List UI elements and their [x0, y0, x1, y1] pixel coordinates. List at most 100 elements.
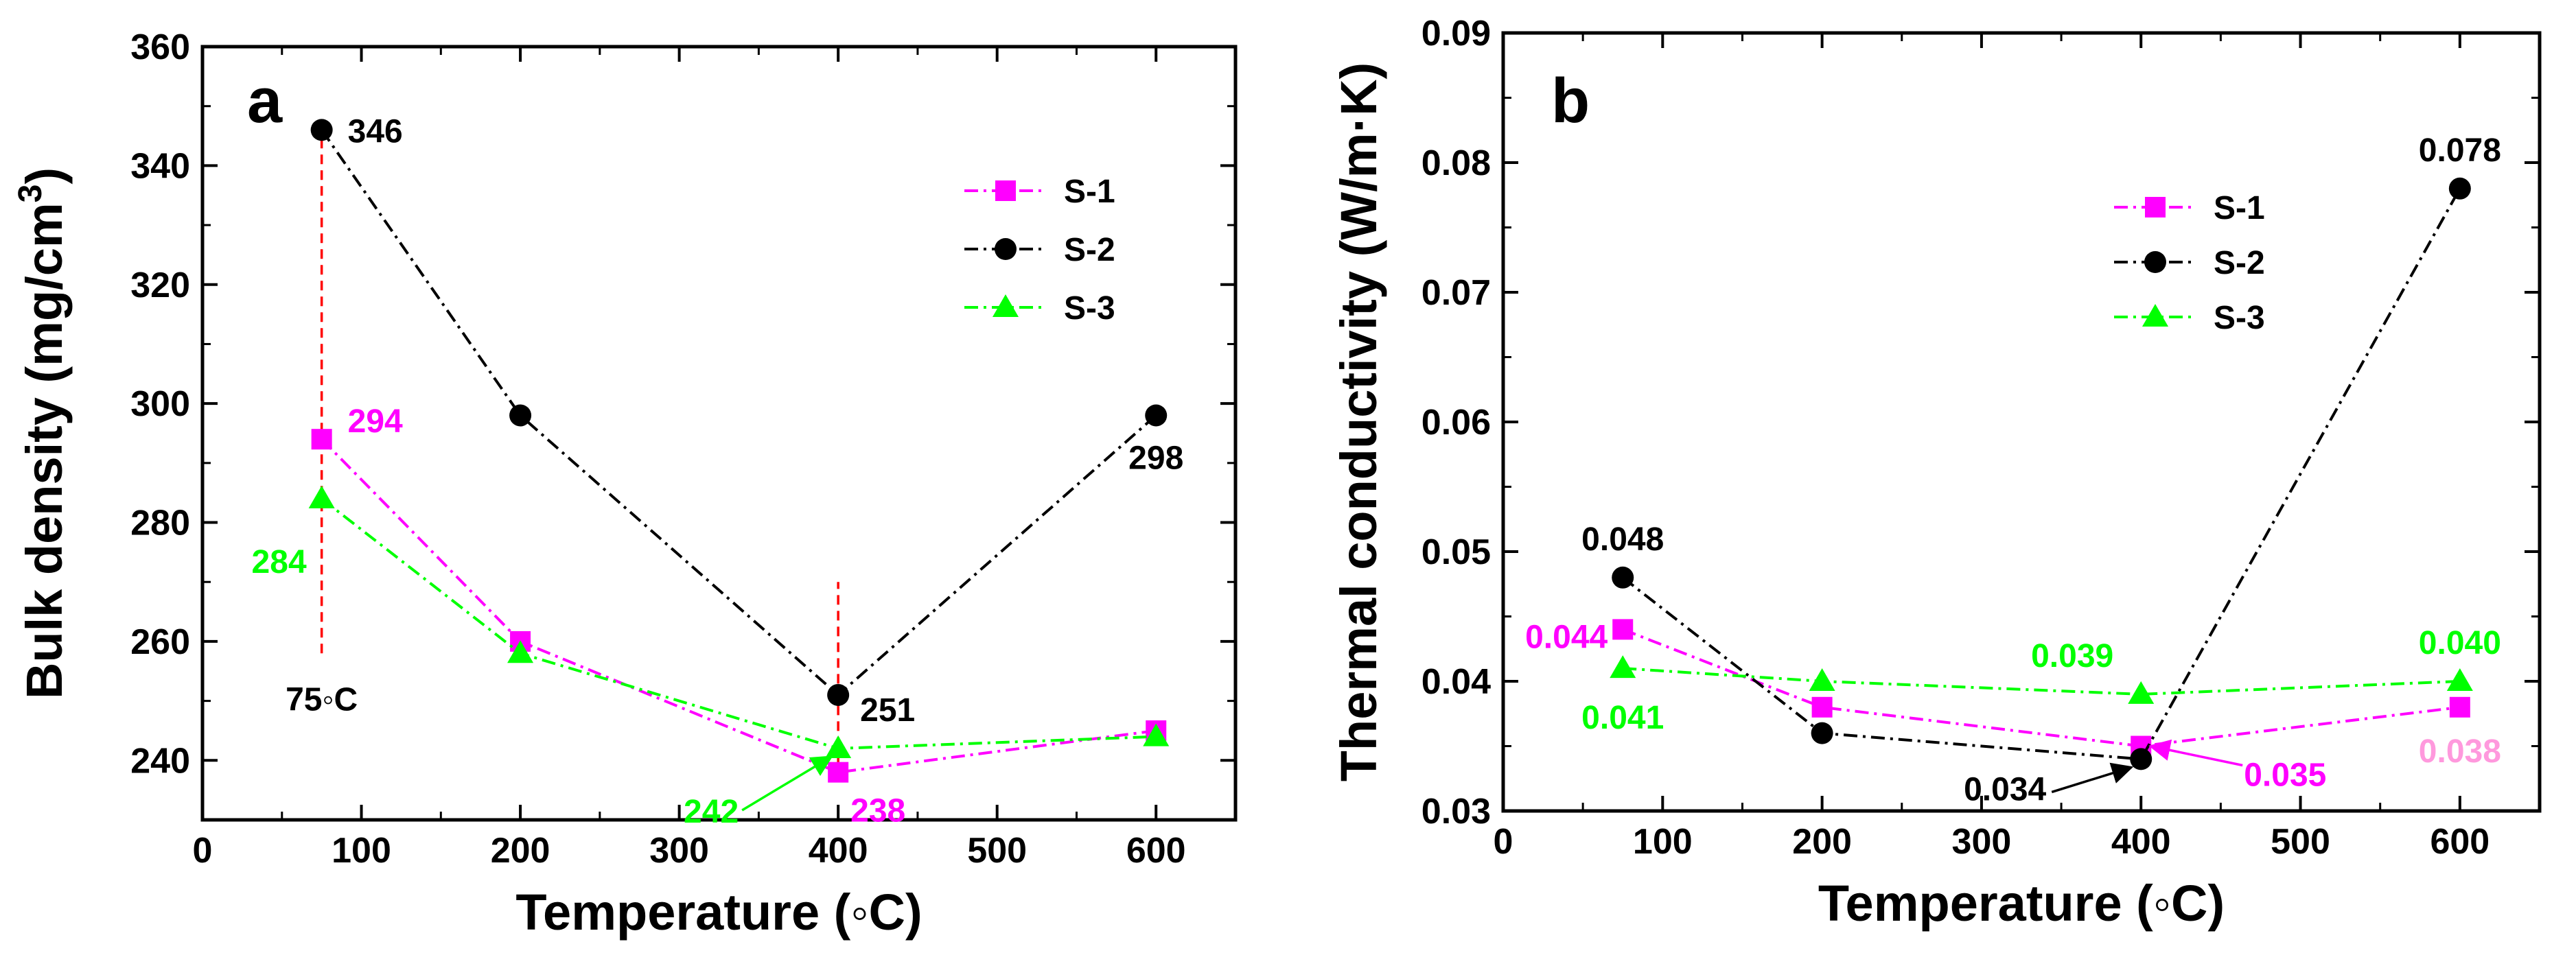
y-tick-label: 0.09 [1422, 14, 1491, 54]
legend-marker [993, 294, 1019, 317]
y-tick-label: 240 [130, 741, 190, 781]
data-label: 0.041 [1581, 700, 1664, 736]
x-tick-label: 400 [2111, 822, 2171, 862]
y-tick-label: 0.03 [1422, 792, 1491, 832]
x-tick-label: 100 [332, 831, 391, 871]
series-line-S-1 [321, 438, 1157, 774]
data-point-S-2 [2448, 177, 2471, 200]
y-tick-label: 0.07 [1422, 273, 1491, 313]
annotation-arrow [741, 755, 833, 812]
data-point-S-3 [308, 485, 335, 508]
x-axis-title: Temperature (◦C) [515, 884, 922, 941]
x-tick-label: 600 [1126, 831, 1186, 871]
x-tick-label: 200 [1792, 822, 1852, 862]
series-line-S-1 [1622, 628, 2461, 748]
legend-label: S-2 [1064, 232, 1115, 268]
data-label: 298 [1128, 440, 1183, 476]
y-tick-label: 320 [130, 266, 190, 305]
data-point-S-1 [311, 429, 332, 450]
legend-label: S-1 [1064, 174, 1115, 210]
x-tick-label: 600 [2430, 822, 2490, 862]
legend-marker [2142, 304, 2168, 327]
legend-marker [2145, 197, 2166, 217]
data-label: 238 [850, 793, 905, 829]
series-line-S-3 [1623, 667, 2460, 696]
panel-a-chart: 0 100 200 300 400 500 600 240 260 280 300 320 340 360… [12, 27, 1238, 941]
data-point-S-2 [310, 119, 333, 141]
data-label: 251 [860, 692, 915, 729]
data-point-S-3 [1610, 655, 1636, 679]
y-tick-label: 340 [130, 146, 190, 186]
legend-marker [995, 238, 1017, 260]
panel-b-chart: 0 100 200 300 400 500 600 0.03 0.04 0.05 0.06 0.07 0… [1330, 14, 2542, 932]
data-point-S-2 [1612, 566, 1634, 589]
legend-marker [995, 180, 1016, 201]
y-axis-title: Bulk density (mg/cm3) [12, 167, 73, 699]
x-tick-label: 400 [809, 831, 868, 871]
series-line-S-2 [321, 129, 1157, 697]
y-tick-label: 0.06 [1422, 403, 1491, 443]
plot-frame [1501, 31, 2542, 813]
data-label: 294 [348, 403, 403, 440]
data-label: 0.044 [1525, 619, 1608, 655]
data-point-S-3 [2446, 668, 2473, 691]
data-label: 0.040 [2419, 625, 2501, 661]
annotation-arrow [2051, 762, 2134, 794]
y-axis-title-end: ) [16, 167, 73, 185]
x-tick-label: 300 [1952, 822, 2012, 862]
data-point-S-2 [827, 683, 850, 706]
y-tick-label: 0.08 [1422, 143, 1491, 183]
data-point-S-3 [2128, 681, 2155, 704]
data-label: 0.078 [2419, 132, 2501, 169]
x-tick-label: 300 [649, 831, 709, 871]
y-tick-label: 280 [130, 504, 190, 543]
x-tick-label: 200 [491, 831, 550, 871]
data-label: 0.038 [2419, 733, 2501, 770]
data-point-S-2 [1811, 722, 1833, 744]
data-label: 284 [252, 544, 307, 580]
y-tick-label: 360 [130, 27, 190, 67]
legend-label: S-3 [1064, 290, 1115, 327]
data-point-S-2 [2130, 748, 2153, 770]
legend-label: S-3 [2214, 300, 2265, 336]
data-point-S-3 [825, 735, 852, 758]
series-line-S-3 [321, 497, 1157, 750]
annotation-arrow [2148, 739, 2243, 767]
plot-frame [200, 45, 1238, 822]
series-line-S-2 [1621, 187, 2461, 761]
y-tick-label: 0.05 [1422, 532, 1491, 572]
x-tick-label: 100 [1633, 822, 1693, 862]
y-axis-title-sup: 3 [12, 185, 49, 203]
data-label: 346 [348, 113, 403, 150]
data-label: 75◦C [286, 681, 358, 718]
legend-label: S-2 [2214, 245, 2265, 281]
data-point-S-2 [509, 404, 532, 427]
y-axis-title-main: Bulk density (mg/cm [16, 202, 73, 699]
data-point-S-3 [1143, 723, 1170, 746]
y-tick-label: 300 [130, 384, 190, 424]
data-point-S-1 [2449, 696, 2470, 718]
legend-marker [2144, 251, 2166, 273]
panel-letter: a [247, 66, 283, 136]
legend-label: S-1 [2214, 190, 2265, 226]
data-point-S-1 [1811, 696, 1833, 718]
y-tick-label: 0.04 [1422, 662, 1491, 702]
data-point-S-1 [1612, 619, 1634, 640]
x-tick-label: 0 [193, 831, 213, 871]
y-axis-title: Thermal conductivity (W/m·K) [1330, 62, 1387, 781]
data-label: 0.034 [1964, 771, 2046, 808]
data-label: 0.048 [1581, 521, 1664, 558]
data-label: 0.035 [2244, 757, 2326, 794]
x-tick-label: 0 [1494, 822, 1513, 862]
y-tick-label: 260 [130, 622, 190, 662]
data-point-S-2 [1145, 404, 1168, 427]
data-point-S-3 [1809, 668, 1835, 691]
panel-letter: b [1551, 66, 1590, 136]
x-tick-label: 500 [967, 831, 1027, 871]
data-point-S-3 [507, 640, 534, 663]
data-label: 0.039 [2031, 638, 2113, 674]
x-axis-title: Temperature (◦C) [1818, 875, 2225, 932]
x-tick-label: 500 [2271, 822, 2330, 862]
data-label: 242 [684, 794, 739, 830]
